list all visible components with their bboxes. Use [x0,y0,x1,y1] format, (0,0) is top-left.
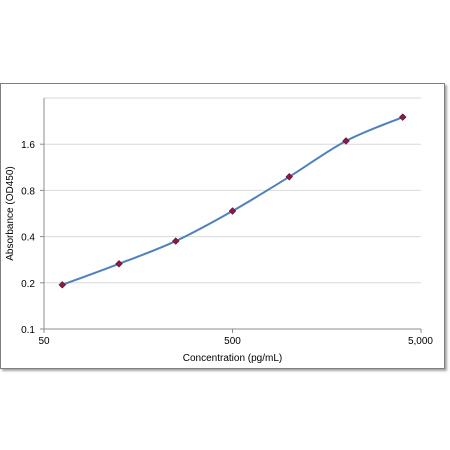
data-series [58,113,407,289]
y-tick-label: 1.6 [21,140,35,151]
data-point-marker [172,237,180,245]
y-axis-title: Absorbance (OD450) [5,166,16,261]
data-point-marker [342,137,350,145]
axis-titles: Concentration (pg/mL) Absorbance (OD450) [5,166,282,364]
x-axis-title: Concentration (pg/mL) [183,353,283,364]
y-tick-label: 0.1 [21,325,35,336]
y-tick-label: 0.8 [21,186,35,197]
y-tick-label: 0.4 [21,233,35,244]
series-line [61,116,404,286]
grid-lines [44,97,421,284]
data-point-marker [115,260,123,268]
data-point-marker [228,207,237,215]
x-tick-label: 50 [38,336,50,347]
y-tick-label: 0.2 [21,279,35,290]
data-point-marker [285,173,293,181]
tick-labels: 0.1 0.2 0.4 0.8 1.6 50 500 5,000 [21,140,433,347]
data-point-marker [58,281,66,289]
x-tick-label: 5,000 [408,336,433,347]
axes [40,98,422,333]
data-point-marker [399,113,407,121]
x-tick-label: 500 [224,336,241,347]
